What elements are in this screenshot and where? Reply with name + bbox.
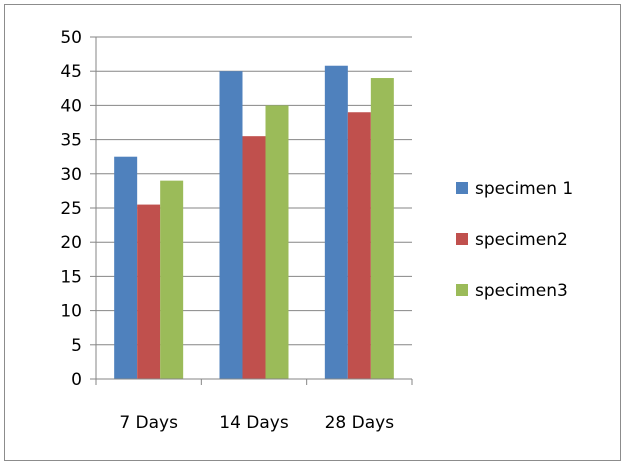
x-tick-label: 14 Days: [219, 413, 289, 433]
bar-specimen2-7-Days: [137, 204, 161, 379]
y-tick-label: 15: [60, 267, 82, 287]
x-tick-label: 7 Days: [119, 413, 178, 433]
axes: 0 5 10 15 20 25 30 35 40 45 50 7 Days 14 Days 28 Days: [60, 28, 413, 433]
y-tick-label: 0: [71, 370, 82, 390]
legend-label: specimen2: [475, 230, 568, 250]
legend-swatch: [456, 284, 468, 296]
bar-specimen-1-28-Days: [324, 65, 348, 379]
y-tick-label: 20: [60, 233, 82, 253]
legend-swatch: [456, 233, 468, 245]
bars: [114, 65, 394, 380]
legend-swatch: [456, 182, 468, 194]
y-tick-label: 40: [60, 96, 82, 116]
legend: specimen 1 specimen2 specimen3: [456, 179, 573, 301]
legend-label: specimen3: [475, 281, 568, 301]
y-tick-label: 45: [60, 62, 82, 82]
y-tick-label: 50: [60, 28, 82, 48]
legend-label: specimen 1: [475, 179, 573, 199]
bar-specimen2-28-Days: [347, 112, 371, 380]
bar-specimen3-7-Days: [160, 180, 184, 379]
y-tick-label: 30: [60, 165, 82, 185]
bar-specimen-1-14-Days: [219, 71, 243, 379]
y-tick-label: 5: [71, 336, 82, 356]
x-tick-label: 28 Days: [325, 413, 395, 433]
y-tick-label: 25: [60, 199, 82, 219]
y-tick-label: 35: [60, 131, 82, 151]
bar-specimen3-14-Days: [265, 105, 289, 380]
y-tick-label: 10: [60, 302, 82, 322]
bar-specimen-1-7-Days: [114, 156, 138, 379]
bar-specimen2-14-Days: [242, 136, 266, 379]
bar-specimen3-28-Days: [370, 78, 394, 379]
chart-frame: [4, 4, 621, 461]
